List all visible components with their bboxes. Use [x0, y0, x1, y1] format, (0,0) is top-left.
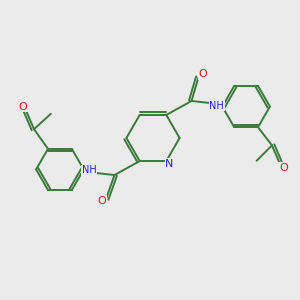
- Text: NH: NH: [209, 101, 224, 111]
- Text: O: O: [198, 69, 207, 79]
- Text: N: N: [165, 159, 173, 169]
- Text: O: O: [279, 163, 288, 173]
- Text: NH: NH: [82, 165, 97, 175]
- Text: O: O: [98, 196, 106, 206]
- Text: O: O: [18, 102, 27, 112]
